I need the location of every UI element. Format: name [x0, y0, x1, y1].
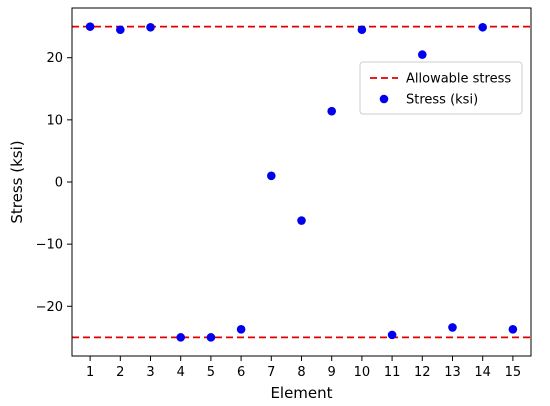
- x-tick-label-1: 1: [86, 365, 94, 380]
- legend: Allowable stress Stress (ksi): [359, 61, 523, 115]
- x-tick-label-5: 5: [207, 365, 215, 380]
- y-tick-label-0: 0: [55, 176, 63, 191]
- legend-box: [359, 61, 523, 115]
- x-axis-label: Element: [270, 384, 332, 402]
- data-point-element-12: [417, 50, 427, 59]
- data-point-element-2: [116, 25, 125, 35]
- x-tick-label-4: 4: [177, 365, 185, 380]
- chart-marks: [72, 22, 531, 342]
- y-tick-label-10: 10: [46, 113, 63, 128]
- x-tick-label-10: 10: [354, 365, 371, 380]
- x-tick-label-3: 3: [146, 365, 154, 380]
- plot-frame: [71, 7, 532, 357]
- data-point-element-5: [206, 333, 216, 342]
- data-point-element-4: [176, 333, 186, 342]
- x-tick-label-9: 9: [328, 365, 336, 380]
- data-point-element-10: [357, 25, 367, 35]
- legend-label-stress: Stress (ksi): [406, 93, 478, 108]
- y-tick-label-20: 20: [46, 51, 63, 66]
- x-tick-label-13: 13: [444, 365, 461, 380]
- x-tick-label-11: 11: [384, 365, 401, 380]
- legend-swatch-stress: [379, 94, 389, 104]
- x-tick-label-6: 6: [237, 365, 245, 380]
- x-tick-label-2: 2: [116, 365, 124, 380]
- x-tick-label-15: 15: [505, 365, 522, 380]
- data-point-element-1: [85, 22, 95, 31]
- y-tick-label--10: −10: [36, 238, 63, 253]
- x-tick-label-14: 14: [474, 365, 491, 380]
- data-point-element-6: [236, 324, 246, 334]
- data-point-element-11: [387, 330, 397, 340]
- y-axis-label: Stress (ksi): [8, 140, 26, 223]
- data-point-element-9: [327, 106, 336, 116]
- x-tick-label-12: 12: [414, 365, 431, 380]
- y-tick-label--20: −20: [36, 300, 63, 315]
- x-tick-label-8: 8: [297, 365, 305, 380]
- data-point-element-13: [448, 323, 457, 332]
- data-point-element-3: [146, 22, 155, 32]
- x-tick-label-7: 7: [267, 365, 275, 380]
- data-point-element-15: [508, 324, 518, 334]
- legend-label-allowable-stress: Allowable stress: [406, 72, 511, 87]
- data-point-element-7: [267, 171, 276, 181]
- data-point-element-8: [297, 216, 306, 225]
- data-point-element-14: [478, 22, 487, 32]
